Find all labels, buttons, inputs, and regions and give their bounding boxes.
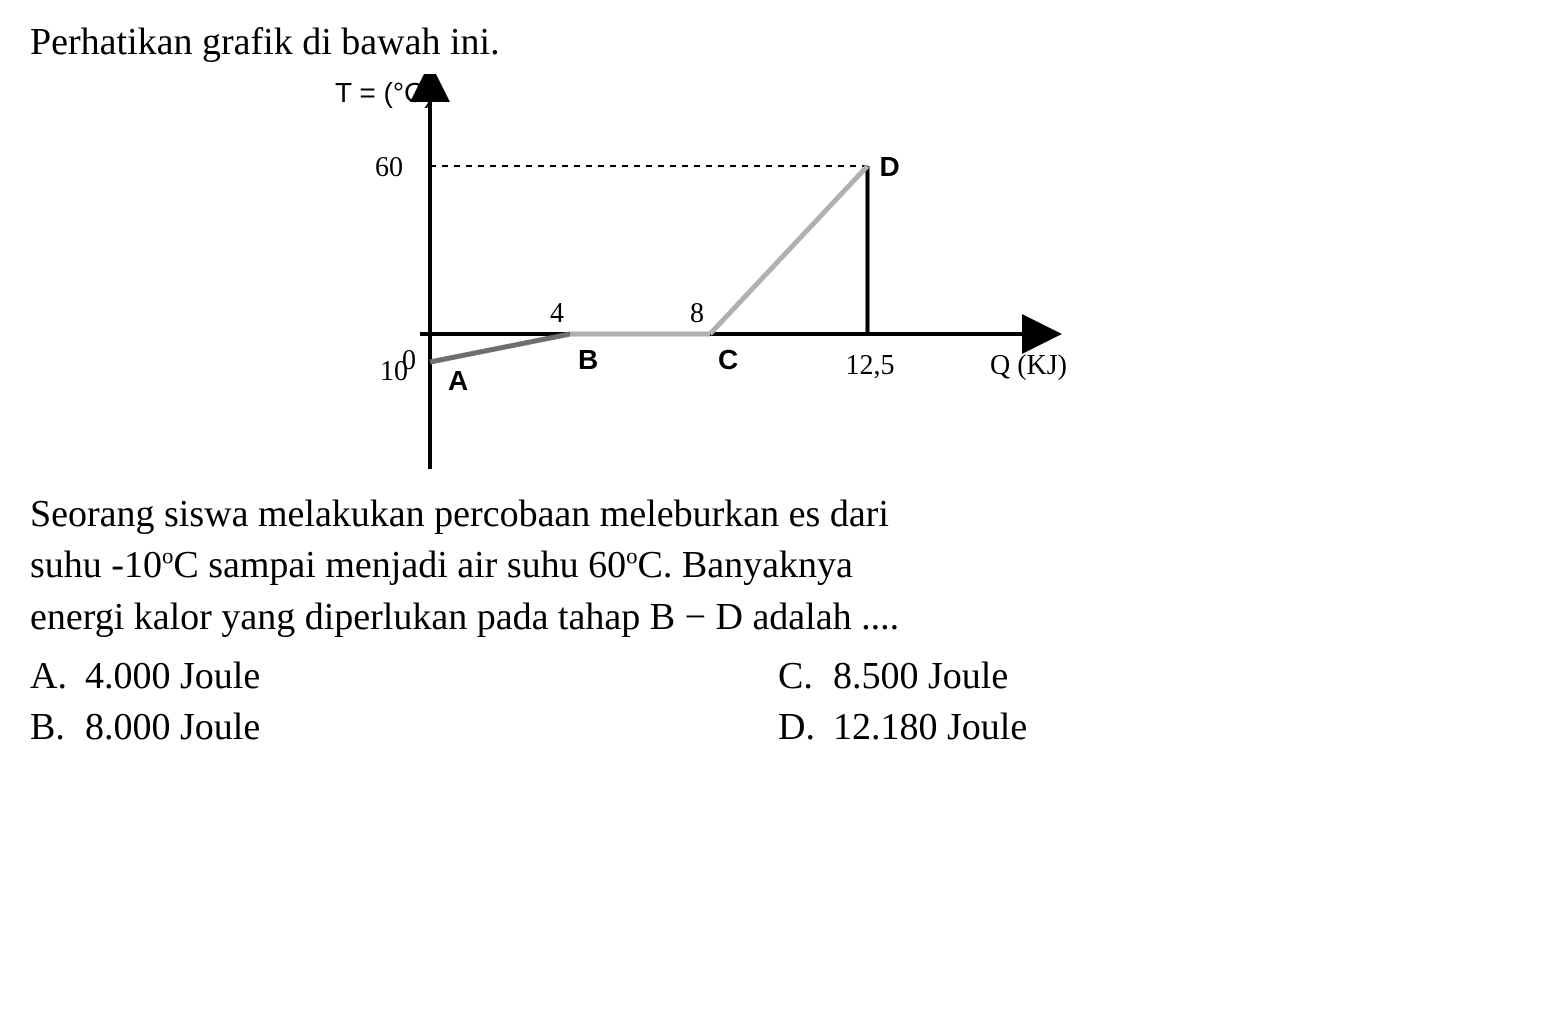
option-b-text: 8.000 Joule — [85, 702, 260, 753]
question-intro: Perhatikan grafik di bawah ini. — [30, 20, 1526, 64]
svg-text:C: C — [718, 344, 738, 375]
svg-text:A: A — [448, 365, 468, 396]
svg-text:12,5: 12,5 — [846, 350, 895, 381]
svg-text:T = (°C): T = (°C) — [335, 77, 434, 108]
option-d-text: 12.180 Joule — [833, 702, 1027, 753]
degree-symbol-2: o — [626, 544, 637, 569]
option-a: A. 4.000 Joule — [30, 651, 778, 702]
body-line2-unit: C sampai menjadi air suhu 60 — [173, 544, 626, 586]
svg-text:B: B — [578, 344, 598, 375]
svg-text:60: 60 — [375, 152, 403, 183]
answer-options: A. 4.000 Joule C. 8.500 Joule B. 8.000 J… — [30, 651, 1526, 754]
svg-text:D: D — [880, 151, 900, 182]
question-body: Seorang siswa melakukan percobaan melebu… — [30, 489, 1526, 643]
body-line2-post: C. Banyaknya — [638, 544, 853, 586]
option-c: C. 8.500 Joule — [778, 651, 1526, 702]
option-c-letter: C. — [778, 651, 833, 702]
option-d: D. 12.180 Joule — [778, 702, 1526, 753]
svg-text:8: 8 — [690, 298, 704, 329]
option-d-letter: D. — [778, 702, 833, 753]
option-a-letter: A. — [30, 651, 85, 702]
degree-symbol-1: o — [162, 544, 173, 569]
svg-text:4: 4 — [550, 298, 564, 329]
option-b: B. 8.000 Joule — [30, 702, 778, 753]
heating-chart: T = (°C)Q (KJ)601004812,5ABCD — [310, 74, 1110, 479]
body-line3: energi kalor yang diperlukan pada tahap … — [30, 596, 899, 638]
body-line1: Seorang siswa melakukan percobaan melebu… — [30, 493, 889, 535]
option-c-text: 8.500 Joule — [833, 651, 1008, 702]
option-a-text: 4.000 Joule — [85, 651, 260, 702]
option-b-letter: B. — [30, 702, 85, 753]
body-line2-pre: suhu -10 — [30, 544, 162, 586]
svg-text:0: 0 — [402, 345, 416, 376]
svg-text:Q (KJ): Q (KJ) — [990, 350, 1067, 381]
